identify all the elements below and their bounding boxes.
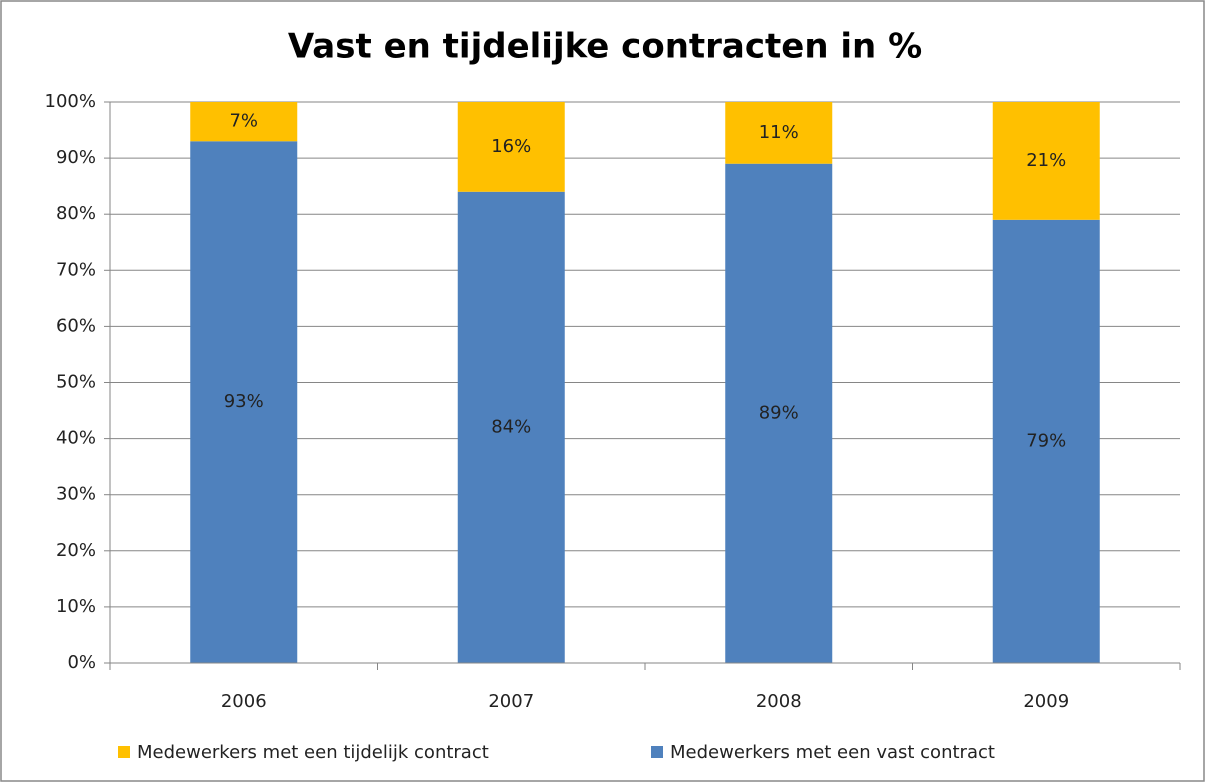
data-label: 89% (759, 402, 799, 423)
data-label: 16% (491, 136, 531, 157)
data-label: 11% (759, 122, 799, 143)
x-tick-label: 2007 (488, 691, 534, 712)
y-tick-label: 60% (56, 315, 96, 336)
y-tick-label: 10% (56, 596, 96, 617)
y-tick-label: 0% (67, 652, 96, 673)
bar-segment (457, 102, 565, 192)
data-label: 7% (229, 111, 258, 132)
bar-segment (725, 102, 833, 164)
y-tick-label: 80% (56, 203, 96, 224)
legend-swatch (651, 746, 663, 758)
x-tick-label: 2008 (756, 691, 802, 712)
x-tick-label: 2009 (1023, 691, 1069, 712)
legend-label: Medewerkers met een tijdelijk contract (137, 742, 489, 763)
data-label: 84% (491, 416, 531, 437)
data-label: 93% (224, 391, 264, 412)
y-tick-label: 100% (45, 91, 96, 112)
legend-label: Medewerkers met een vast contract (670, 742, 995, 763)
y-tick-label: 70% (56, 259, 96, 280)
y-tick-label: 20% (56, 540, 96, 561)
data-label: 21% (1026, 150, 1066, 171)
bar-segment (992, 102, 1100, 220)
bar-segment (190, 102, 298, 142)
y-tick-label: 50% (56, 372, 96, 393)
y-tick-label: 40% (56, 428, 96, 449)
data-label: 79% (1026, 430, 1066, 451)
bar-segment (457, 191, 565, 663)
chart-title: Vast en tijdelijke contracten in % (288, 27, 922, 67)
legend-swatch (118, 746, 130, 758)
y-tick-label: 30% (56, 484, 96, 505)
bar-segment (992, 219, 1100, 663)
bar-segment (725, 163, 833, 663)
y-tick-label: 90% (56, 147, 96, 168)
x-tick-label: 2006 (221, 691, 267, 712)
bar-segment (190, 141, 298, 663)
